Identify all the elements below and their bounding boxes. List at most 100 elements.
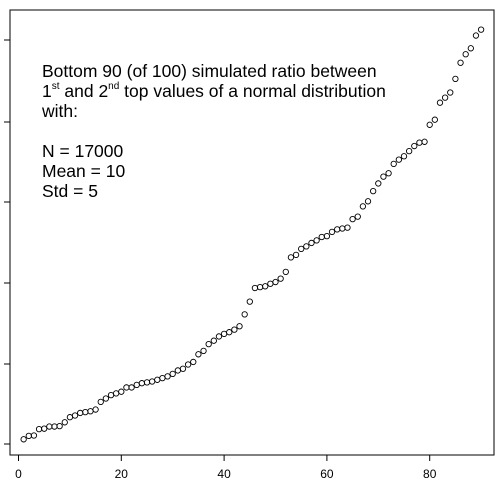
data-point xyxy=(323,232,331,240)
x-tick-label-60: 60 xyxy=(320,467,334,481)
data-point xyxy=(334,226,341,233)
data-point xyxy=(61,419,68,426)
data-point xyxy=(441,94,449,101)
data-point xyxy=(390,160,397,168)
data-point xyxy=(375,180,382,187)
annotation-line-2-prefix: 1 xyxy=(42,81,52,101)
data-point xyxy=(292,251,300,259)
data-point xyxy=(385,170,392,177)
data-point xyxy=(107,391,115,399)
data-point xyxy=(205,340,212,348)
data-point xyxy=(344,224,351,231)
data-point xyxy=(477,26,485,33)
data-point xyxy=(210,337,217,344)
data-point xyxy=(452,75,459,83)
data-point xyxy=(179,365,187,372)
data-point xyxy=(82,408,89,416)
data-point xyxy=(184,361,192,368)
data-point xyxy=(195,351,202,358)
annotation-superscript-nd: nd xyxy=(108,81,120,93)
annotation-param-mean: Mean = 10 xyxy=(42,161,126,181)
data-point xyxy=(118,388,125,395)
data-point xyxy=(87,408,94,415)
data-point xyxy=(405,147,413,155)
data-point xyxy=(92,406,99,413)
data-point xyxy=(267,280,274,287)
data-point xyxy=(41,425,48,432)
annotation-spacer xyxy=(42,121,422,141)
data-point xyxy=(215,333,223,340)
x-tick-label-0: 0 xyxy=(15,467,22,481)
data-point xyxy=(436,99,444,106)
annotation-superscript-st: st xyxy=(51,81,60,93)
data-point xyxy=(411,142,418,150)
data-point xyxy=(395,156,403,163)
data-point xyxy=(77,409,84,417)
annotation-line-2: 1st and 2nd top values of a normal distr… xyxy=(42,81,422,101)
data-point xyxy=(364,198,372,205)
data-point xyxy=(328,228,336,236)
data-point xyxy=(339,225,346,232)
data-point xyxy=(20,436,27,443)
data-point xyxy=(25,432,32,440)
data-point xyxy=(298,245,305,253)
data-point xyxy=(303,243,310,250)
x-tick-label-80: 80 xyxy=(423,467,437,481)
data-points xyxy=(20,26,485,443)
data-point xyxy=(159,374,166,382)
data-point xyxy=(462,51,469,58)
annotation-line-1: Bottom 90 (of 100) simulated ratio betwe… xyxy=(42,61,377,81)
data-point xyxy=(56,422,63,430)
x-tick-label-20: 20 xyxy=(115,467,129,481)
data-point xyxy=(143,379,151,386)
data-point xyxy=(447,89,454,96)
chart-annotation: Bottom 90 (of 100) simulated ratio betwe… xyxy=(42,61,422,201)
data-point xyxy=(246,298,253,305)
data-point xyxy=(349,215,356,223)
annotation-line-2-middle: and 2 xyxy=(59,81,109,101)
data-point xyxy=(35,425,43,433)
data-point xyxy=(169,370,176,377)
data-point xyxy=(277,275,284,282)
data-point xyxy=(313,237,320,244)
annotation-line-2-suffix: top values of a normal distribution xyxy=(119,81,386,101)
data-point xyxy=(251,284,259,292)
data-point xyxy=(287,254,295,261)
data-point xyxy=(133,381,140,389)
data-point xyxy=(174,367,181,374)
data-point xyxy=(354,213,361,220)
data-point xyxy=(51,423,58,430)
data-point xyxy=(154,376,161,383)
data-point xyxy=(220,330,228,338)
data-point xyxy=(30,432,38,439)
axes: 0 20 40 60 80 xyxy=(4,9,495,481)
data-point xyxy=(164,373,171,380)
data-point xyxy=(282,268,289,275)
data-point xyxy=(370,187,377,195)
data-point xyxy=(467,45,474,52)
data-point xyxy=(102,395,110,402)
data-point xyxy=(256,283,264,291)
data-point xyxy=(97,398,104,406)
data-point xyxy=(400,153,408,160)
data-point xyxy=(46,423,53,430)
data-point xyxy=(231,326,238,333)
data-point xyxy=(318,233,325,241)
plot-frame xyxy=(9,9,495,456)
data-point xyxy=(113,390,120,397)
data-point xyxy=(226,329,233,336)
x-tick-label-40: 40 xyxy=(217,467,231,481)
data-point xyxy=(308,239,315,247)
data-point xyxy=(431,116,438,123)
data-point xyxy=(190,358,197,366)
data-point xyxy=(138,380,146,387)
data-point xyxy=(421,138,428,145)
data-point xyxy=(472,32,480,39)
annotation-line-3: with: xyxy=(42,101,78,121)
data-point xyxy=(241,311,248,318)
data-point xyxy=(148,378,156,385)
data-point xyxy=(359,203,367,210)
data-point xyxy=(71,412,79,419)
